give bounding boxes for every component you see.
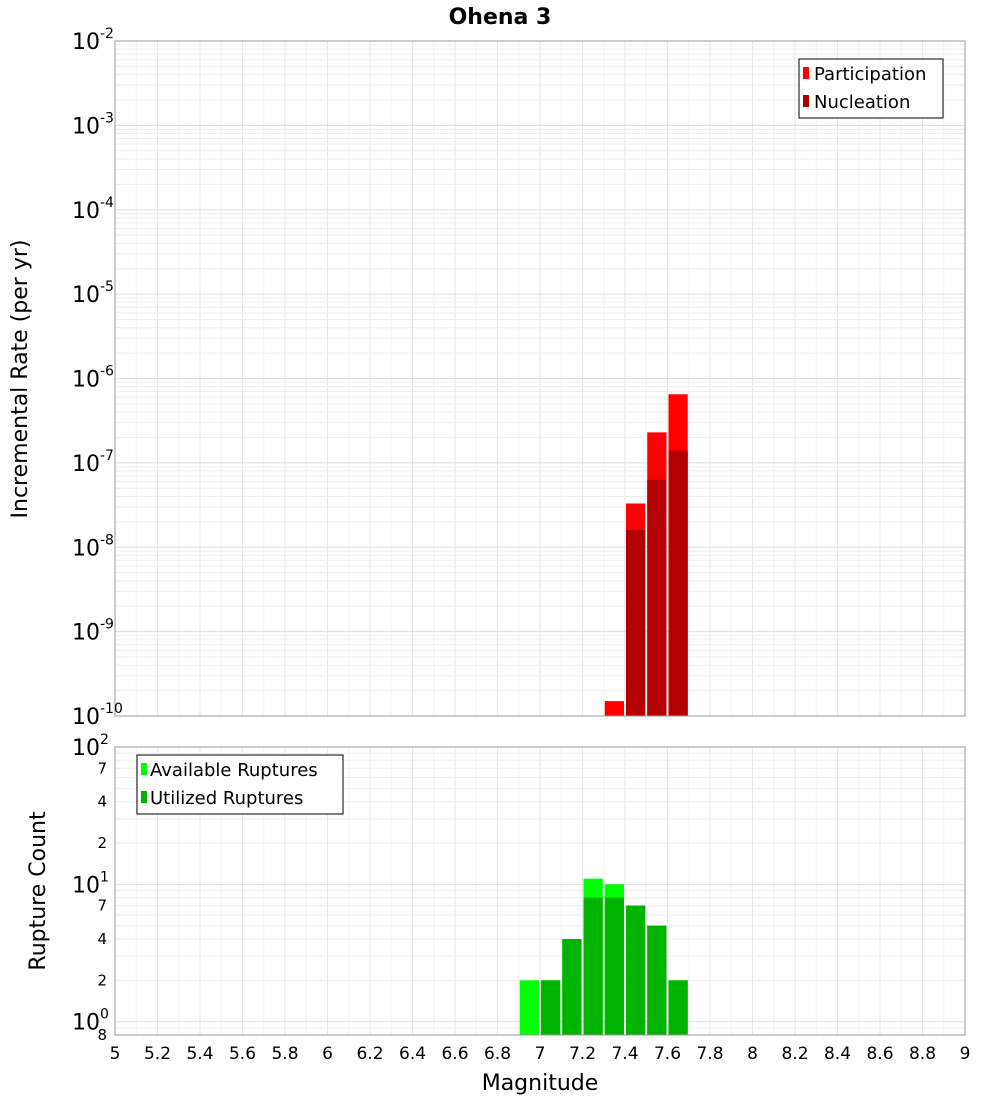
top-y-tick-label: 10-4 [72,195,114,224]
legend-swatch-participation [803,67,809,79]
legend-label-utilized-ruptures: Utilized Ruptures [150,788,303,809]
top-y-tick-label: 10-7 [72,448,114,477]
x-tick-label: 8.6 [866,1044,893,1064]
bottom-y-minor-tick-label: 4 [97,930,107,948]
bottom-y-minor-tick-label: 2 [97,971,107,989]
top-bars [604,394,688,716]
top-y-tick-labels: 10-10 10-9 10-8 10-7 10-6 10-5 10-4 10-3 10-2 [72,26,123,730]
top-bar-participation [604,701,624,716]
bottom-plot-frame [114,746,966,1036]
x-tick-label: 8.2 [781,1044,808,1064]
x-tick-label: 6.4 [399,1044,426,1064]
x-tick-label: 6.6 [441,1044,468,1064]
x-tick-label: 8.4 [824,1044,851,1064]
top-bar-nucleation [626,530,646,716]
bottom-bar-utilized-ruptures [562,939,582,1035]
top-y-tick-label: 10-8 [72,532,114,561]
x-tick-label: 7.4 [611,1044,638,1064]
legend-swatch-available-ruptures [141,763,147,775]
bottom-bar-utilized-ruptures [583,897,603,1035]
legend-swatch-utilized-ruptures [141,791,147,803]
bottom-y-minor-tick-label: 4 [97,793,107,811]
bottom-bar-available-ruptures [519,980,539,1035]
bottom-y-minor-tick-label: 7 [97,759,107,777]
top-y-tick-label: 10-3 [72,110,114,139]
bottom-y-axis-label: Rupture Count [26,811,51,971]
bottom-bars [519,878,688,1035]
bottom-y-minor-tick-label: 2 [97,834,107,852]
bottom-y-tick-label: 101 [72,869,109,898]
top-y-tick-label: 10-9 [72,617,114,646]
legend-label-participation: Participation [814,64,926,85]
top-grid [114,40,966,717]
x-axis-label: Magnitude [482,1071,599,1096]
legend-label-available-ruptures: Available Ruptures [150,760,318,781]
x-tick-label: 6 [322,1044,333,1064]
bottom-y-minor-tick-label: 7 [97,897,107,915]
top-legend: Participation Nucleation [798,58,944,119]
top-y-tick-label: 10-6 [72,364,114,393]
top-y-axis-label: Incremental Rate (per yr) [8,240,33,519]
x-tick-label: 5.2 [144,1044,171,1064]
x-tick-label: 5.4 [186,1044,213,1064]
x-tick-label: 7.2 [569,1044,596,1064]
bottom-bar-utilized-ruptures [626,905,646,1035]
bottom-bar-utilized-ruptures [668,980,688,1035]
x-tick-label: 6.2 [356,1044,383,1064]
x-tick-label: 7.6 [654,1044,681,1064]
bottom-bar-utilized-ruptures [541,980,561,1035]
x-tick-label: 7.8 [696,1044,723,1064]
x-tick-label: 5 [110,1044,121,1064]
bottom-y-minor-tick-label: 8 [97,1026,107,1044]
top-bar-nucleation [668,450,688,716]
x-tick-label: 5.6 [229,1044,256,1064]
x-tick-label: 7 [535,1044,546,1064]
x-tick-label: 5.8 [271,1044,298,1064]
x-tick-label: 9 [960,1044,971,1064]
x-tick-label: 8.8 [909,1044,936,1064]
chart-title: Ohena 3 [449,5,552,30]
x-tick-label: 8 [747,1044,758,1064]
top-y-tick-label: 10-10 [72,701,123,730]
bottom-y-tick-labels: 100 101 102 8 2 4 7 2 4 7 [72,732,109,1044]
bottom-y-tick-label: 102 [72,732,109,761]
top-y-tick-label: 10-2 [72,26,114,55]
x-tick-labels: 5 5.2 5.4 5.6 5.8 6 6.2 6.4 6.6 6.8 7 7.2 7.4 7.6 7.8 8… [110,1044,971,1064]
bottom-bar-utilized-ruptures [604,897,624,1035]
bottom-bar-utilized-ruptures [647,925,667,1035]
top-y-tick-label: 10-5 [72,279,114,308]
bottom-y-tick-label: 100 [72,1007,109,1036]
top-bar-nucleation [647,479,667,716]
bottom-legend: Available Ruptures Utilized Ruptures [136,754,344,815]
top-plot-frame [114,40,966,717]
legend-label-nucleation: Nucleation [814,92,910,113]
x-tick-label: 6.8 [484,1044,511,1064]
legend-swatch-nucleation [803,95,809,107]
